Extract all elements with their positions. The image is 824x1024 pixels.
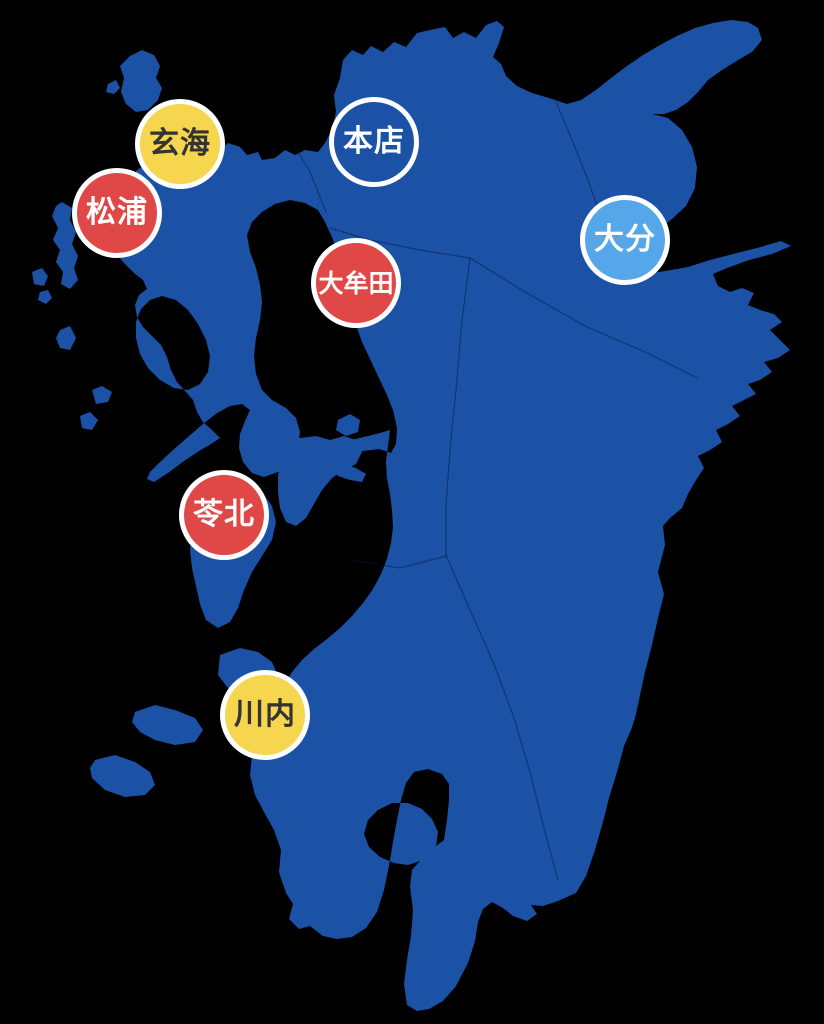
island-koshiki-2 [90, 755, 155, 797]
island-iki [120, 50, 162, 112]
map-marker-label: 大牟田 [318, 268, 394, 298]
map-marker-label: 本店 [343, 124, 405, 159]
map-marker-label: 松浦 [86, 195, 148, 230]
map-marker-label: 玄海 [149, 126, 211, 161]
map-marker-label: 川内 [234, 697, 296, 732]
map-marker-omuta: 大牟田 [311, 238, 401, 328]
border-fukuoka-kumamoto [329, 227, 471, 259]
map-marker-oita: 大分 [580, 195, 670, 285]
map-marker-genkai: 玄海 [135, 99, 225, 189]
island-hirado-islet-2 [38, 290, 52, 304]
map-marker-honten: 本店 [329, 97, 419, 187]
island-hirado-islet-1 [32, 268, 48, 286]
island-koshiki-1 [132, 705, 203, 745]
border-kumamoto-miyazaki [445, 257, 471, 506]
island-iki-islet [106, 80, 120, 94]
map-marker-matsuura: 松浦 [72, 168, 162, 258]
map-marker-label: 苓北 [193, 497, 255, 532]
border-fukuoka-saga [297, 151, 327, 213]
island-hirado [52, 202, 78, 289]
island-nagasaki-islet-2 [80, 412, 98, 430]
border-kumamoto-kagoshima [351, 504, 447, 569]
border-oita-miyazaki [469, 257, 698, 379]
map-marker-sendai: 川内 [220, 670, 310, 760]
map-marker-label: 大分 [594, 222, 656, 257]
island-amakusa-oyano [336, 414, 360, 436]
island-nagasaki-islet-1 [92, 386, 112, 404]
island-hirado-islet-3 [56, 326, 76, 350]
island-amakusa-kamishima [278, 436, 362, 526]
border-miyazaki-kagoshima [445, 554, 559, 881]
map-marker-reihoku: 苓北 [179, 470, 269, 560]
